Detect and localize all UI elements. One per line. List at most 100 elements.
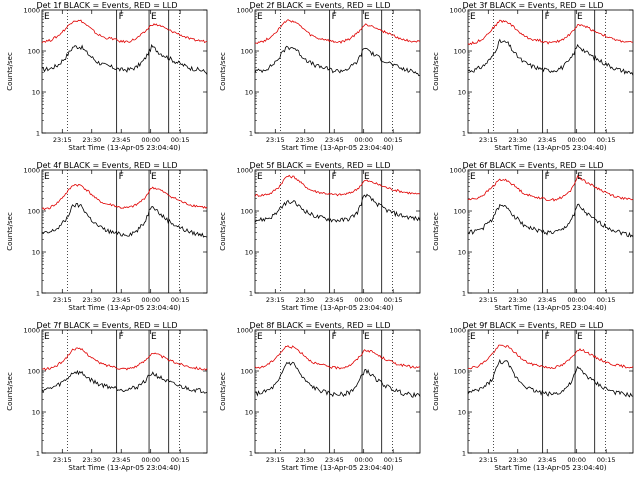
series-lld-line [41, 184, 208, 211]
x-tick-label: 23:30 [295, 296, 314, 304]
x-tick-label: 00:15 [384, 136, 403, 144]
y-tick-label: 100 [241, 208, 253, 216]
x-tick-label: 00:15 [384, 456, 403, 464]
x-tick-label: 00:00 [141, 136, 160, 144]
x-tick-label: 23:15 [266, 456, 285, 464]
interval-marker-label: E [364, 332, 370, 342]
y-tick-label: 1 [36, 130, 40, 138]
series-events-line [467, 203, 634, 238]
y-tick-label: 1 [249, 290, 253, 298]
panel-det-5f: Det 5f BLACK = Events, RED = LLD 1 10 100 10… [219, 161, 421, 312]
x-axis-label: Start Time (13-Apr-05 23:04:40) [281, 144, 393, 152]
series-events-line [254, 45, 421, 77]
panel-det-3f: Det 3f BLACK = Events, RED = LLD 1 10 100 10… [432, 1, 634, 152]
x-tick-label: 00:00 [354, 456, 373, 464]
x-axis-label: Start Time (13-Apr-05 23:04:40) [494, 144, 606, 152]
y-tick-label: 1 [36, 450, 40, 458]
series-lld-line [41, 347, 208, 371]
panel-det-1f: Det 1f BLACK = Events, RED = LLD 1 10 100 10… [6, 1, 208, 152]
y-tick-label: 1 [462, 290, 466, 298]
y-tick-label: 1000 [449, 167, 466, 175]
y-tick-label: 10 [458, 89, 466, 97]
interval-marker-label: E [470, 172, 476, 182]
x-tick-label: 23:45 [112, 136, 131, 144]
plot-frame [467, 329, 634, 454]
x-tick-label: 23:45 [325, 456, 344, 464]
x-tick-label: 00:15 [597, 456, 616, 464]
interval-marker-label: E [257, 12, 263, 22]
y-axis-label: Counts/sec [219, 212, 227, 251]
y-tick-label: 10 [245, 89, 253, 97]
x-tick-label: 23:30 [82, 456, 101, 464]
y-tick-label: 1000 [236, 7, 253, 15]
series-lld-line [254, 345, 421, 370]
y-axis-label: Counts/sec [6, 372, 14, 411]
interval-marker-label: F [332, 332, 337, 342]
y-tick-label: 10 [32, 249, 40, 257]
interval-marker-label: E [44, 12, 50, 22]
x-axis-label: Start Time (13-Apr-05 23:04:40) [494, 304, 606, 312]
series-events-line [467, 38, 634, 76]
panel-title: Det 8f BLACK = Events, RED = LLD [249, 321, 390, 330]
panel-det-6f: Det 6f BLACK = Events, RED = LLD 1 10 100 10… [432, 161, 634, 312]
panel-title: Det 6f BLACK = Events, RED = LLD [462, 161, 603, 170]
y-tick-label: 1 [462, 450, 466, 458]
interval-marker-label: E [470, 332, 476, 342]
y-tick-label: 1000 [236, 327, 253, 335]
panel-title: Det 5f BLACK = Events, RED = LLD [249, 161, 390, 170]
x-tick-label: 00:00 [567, 456, 586, 464]
interval-marker-label: F [119, 332, 124, 342]
series-events-line [467, 358, 634, 398]
interval-marker-label: E [470, 12, 476, 22]
plot-frame [254, 9, 421, 134]
x-tick-label: 00:00 [141, 456, 160, 464]
series-lld-line [254, 19, 421, 44]
y-axis-label: Counts/sec [219, 52, 227, 91]
interval-marker-label: F [119, 12, 124, 22]
y-tick-label: 10 [458, 249, 466, 257]
series-events-line [41, 43, 208, 75]
x-axis-label: Start Time (13-Apr-05 23:04:40) [494, 464, 606, 472]
x-tick-label: 00:00 [567, 136, 586, 144]
x-tick-label: 23:45 [325, 296, 344, 304]
interval-marker-label: E [364, 12, 370, 22]
panel-title: Det 2f BLACK = Events, RED = LLD [249, 1, 390, 10]
y-tick-label: 1000 [23, 7, 40, 15]
interval-marker-label: E [577, 172, 583, 182]
x-tick-label: 00:15 [171, 136, 190, 144]
x-tick-label: 00:00 [354, 136, 373, 144]
y-tick-label: 1 [249, 130, 253, 138]
y-tick-label: 10 [32, 409, 40, 417]
x-tick-label: 23:45 [538, 456, 557, 464]
y-axis-label: Counts/sec [219, 372, 227, 411]
x-tick-label: 23:30 [82, 296, 101, 304]
y-axis-label: Counts/sec [432, 52, 440, 91]
panel-title: Det 9f BLACK = Events, RED = LLD [462, 321, 603, 330]
x-tick-label: 00:15 [597, 136, 616, 144]
y-tick-label: 10 [32, 89, 40, 97]
y-tick-label: 1000 [449, 327, 466, 335]
interval-marker-label: F [332, 12, 337, 22]
interval-marker-label: E [151, 12, 157, 22]
panel-det-4f: Det 4f BLACK = Events, RED = LLD 1 10 100 10… [6, 161, 208, 312]
y-tick-label: 1000 [236, 167, 253, 175]
x-tick-label: 23:30 [82, 136, 101, 144]
interval-marker-label: F [545, 12, 550, 22]
y-tick-label: 10 [458, 409, 466, 417]
x-tick-label: 23:45 [538, 136, 557, 144]
x-axis-label: Start Time (13-Apr-05 23:04:40) [68, 304, 180, 312]
series-events-line [41, 202, 208, 238]
series-lld-line [254, 174, 421, 197]
x-tick-label: 00:00 [354, 296, 373, 304]
interval-marker-label: E [577, 332, 583, 342]
panel-det-2f: Det 2f BLACK = Events, RED = LLD 1 10 100 10… [219, 1, 421, 152]
x-tick-label: 23:30 [508, 456, 527, 464]
x-tick-label: 23:30 [508, 296, 527, 304]
x-tick-label: 23:45 [112, 456, 131, 464]
x-axis-label: Start Time (13-Apr-05 23:04:40) [68, 144, 180, 152]
plot-frame [254, 329, 421, 454]
x-tick-label: 00:15 [384, 296, 403, 304]
series-lld-line [467, 175, 634, 202]
x-axis-label: Start Time (13-Apr-05 23:04:40) [68, 464, 180, 472]
interval-marker-label: E [44, 332, 50, 342]
